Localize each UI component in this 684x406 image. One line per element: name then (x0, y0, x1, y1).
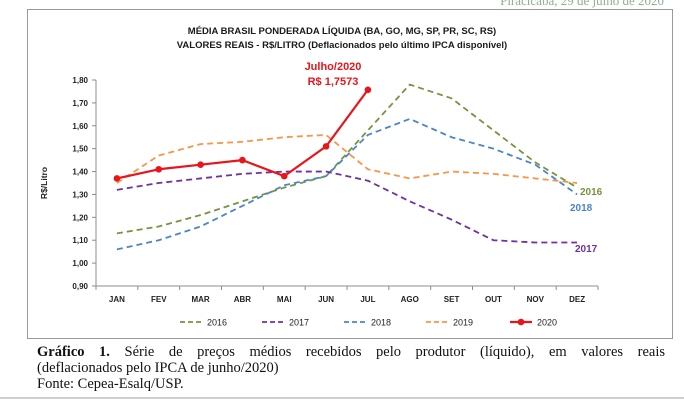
y-tick-label: 1,70 (72, 99, 88, 108)
caption-line-2: (deflacionados pelo IPCA de junho/2020) (37, 360, 279, 376)
series-line-2016 (116, 83, 578, 235)
end-label-2017: 2017 (575, 244, 598, 255)
point-2020 (364, 86, 372, 94)
point-2020 (197, 161, 204, 168)
x-tick-label: AGO (401, 295, 419, 304)
y-tick-label: 1,10 (72, 236, 88, 245)
y-tick-label: 1,20 (72, 213, 88, 222)
y-tick-label: 1,50 (72, 145, 88, 154)
chart-title: MÉDIA BRASIL PONDERADA LÍQUIDA (BA, GO, … (187, 26, 497, 37)
x-tick-label: OUT (485, 295, 502, 304)
y-tick-label: 0,90 (72, 282, 88, 291)
x-tick-label: JUN (318, 295, 334, 304)
point-2020 (280, 172, 288, 180)
x-tick-label: ABR (234, 295, 252, 304)
series-line-2020 (116, 89, 369, 180)
x-tick-label: MAI (277, 295, 292, 304)
bottom-rule (0, 397, 684, 399)
y-axis-label: R$/Litro (39, 167, 49, 199)
header-date: Piracicaba, 29 de julho de 2020 (500, 0, 664, 8)
x-tick-label: DEZ (569, 295, 585, 304)
legend-label-2016: 2016 (207, 318, 227, 328)
caption-label: Gráfico 1. (37, 344, 110, 360)
point-2020 (322, 143, 330, 150)
point-2020 (155, 165, 163, 173)
annotation-month: Julho/2020 (305, 61, 362, 73)
x-tick-label: MAR (191, 295, 209, 304)
legend-label-2018: 2018 (371, 318, 391, 328)
series-line-2018 (116, 118, 578, 251)
end-label-2018: 2018 (570, 203, 593, 214)
y-tick-label: 1,00 (72, 259, 88, 268)
legend-label-2017: 2017 (289, 318, 309, 328)
y-tick-label: 1,30 (72, 190, 88, 199)
x-tick-label: FEV (151, 295, 167, 304)
line-chart: 0,90 1,00 1,10 1,20 1,30 1,40 1,50 1,60 1,70 1,80… (39, 61, 603, 328)
caption-line-1: Série de preços médios recebidos pelo pr… (124, 344, 666, 360)
legend-label-2019: 2019 (453, 318, 473, 328)
chart-subtitle: VALORES REAIS - R$/LITRO (Deflacionados … (176, 40, 508, 51)
figure-caption: Gráfico 1. Série de preços médios recebi… (37, 344, 665, 392)
legend-label-2020: 2020 (537, 318, 557, 328)
x-tick-label: NOV (527, 295, 545, 304)
y-tick-label: 1,40 (72, 168, 88, 177)
annotation-value: R$ 1,7573 (308, 76, 359, 88)
point-2020 (239, 156, 246, 164)
caption-source: Fonte: Cepea-Esalq/USP. (37, 376, 184, 392)
end-label-2016: 2016 (580, 187, 603, 198)
x-tick-label: JAN (109, 295, 125, 304)
y-tick-label: 1,80 (72, 76, 88, 85)
x-tick-label: SET (444, 295, 460, 304)
series-line-2017 (116, 170, 578, 244)
point-2020 (113, 175, 121, 182)
x-tick-label: JUL (360, 295, 375, 304)
legend-marker-2020 (517, 318, 525, 326)
y-tick-label: 1,60 (72, 122, 88, 131)
